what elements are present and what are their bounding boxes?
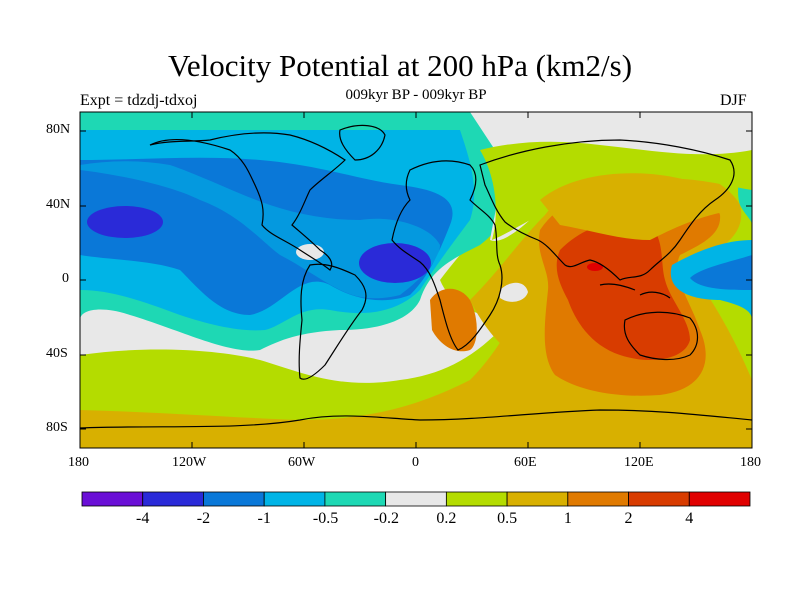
colorbar-label: -0.5: [312, 510, 339, 527]
colorbar-label: -2: [196, 510, 211, 527]
coastline-europe-africa: [391, 160, 503, 351]
experiment-label: Expt = tdzdj-tdxoj: [80, 92, 198, 109]
colorbar-label: 0.5: [497, 510, 518, 527]
band-blue-eastpac: [690, 255, 752, 290]
lat-label-80n: 80N: [46, 122, 71, 137]
colorbar-swatch: [324, 491, 387, 507]
coastline-sumatra: [599, 283, 636, 291]
lon-label-180w: 180: [68, 455, 89, 470]
coastline-borneo: [639, 291, 671, 299]
colorbar-swatch: [81, 491, 144, 507]
neutral-patch: [296, 244, 324, 260]
colorbar-swatch: [142, 491, 204, 507]
lon-label-120e: 120E: [624, 455, 654, 470]
colorbar-swatch: [385, 491, 447, 507]
axis-ticks: [79, 112, 753, 448]
coastlines: [80, 124, 752, 429]
colorbar-swatch: [445, 491, 508, 507]
coastline-greenland: [339, 124, 386, 161]
lat-label-80s: 80S: [46, 420, 68, 435]
band-red-core: [556, 221, 690, 360]
colorbar: [81, 491, 751, 507]
season-label: DJF: [720, 92, 747, 109]
colorbar-swatch: [688, 491, 751, 507]
map-subtitle: 009kyr BP - 009kyr BP: [345, 87, 487, 103]
colorbar-label: -1: [257, 510, 271, 527]
band-max-core: [587, 263, 603, 271]
coastline-australia: [623, 311, 699, 361]
coastline-south-america: [298, 263, 367, 380]
colorbar-label: 1: [563, 510, 572, 527]
lat-label-40s: 40S: [46, 346, 68, 361]
colorbar-swatch: [263, 491, 326, 507]
lat-label-40n: 40N: [46, 197, 71, 212]
colorbar-label: -0.2: [373, 510, 399, 527]
colorbar-swatch: [203, 491, 265, 507]
colorbar-label: 2: [624, 510, 633, 527]
lat-label-eq: 0: [62, 271, 69, 286]
band-cyan-interior: [80, 161, 440, 299]
colorbar-label: 0.2: [436, 510, 457, 527]
colorbar-swatch: [567, 491, 629, 507]
neutral-islands: [500, 282, 528, 302]
colorbar-swatch: [628, 491, 690, 507]
colorbar-label: -4: [136, 510, 150, 527]
colorbar-swatch: [506, 491, 569, 507]
lon-label-60w: 60W: [288, 455, 316, 470]
lon-label-60e: 60E: [514, 455, 537, 470]
coastline-asia: [479, 139, 735, 281]
coastline-antarctica: [80, 409, 752, 429]
contour-field: [80, 112, 752, 448]
lon-label-0: 0: [412, 455, 419, 470]
core-pacific: [87, 206, 163, 238]
core-atlantic: [359, 243, 431, 283]
lon-label-180e: 180: [740, 455, 761, 470]
coastline-north-america: [149, 132, 346, 271]
map-title: Velocity Potential at 200 hPa (km2/s): [167, 48, 633, 83]
lon-label-120w: 120W: [172, 455, 207, 470]
band-yellowgreen-north: [480, 141, 752, 240]
band-gold-north: [540, 173, 735, 240]
colorbar-label: 4: [685, 510, 694, 527]
